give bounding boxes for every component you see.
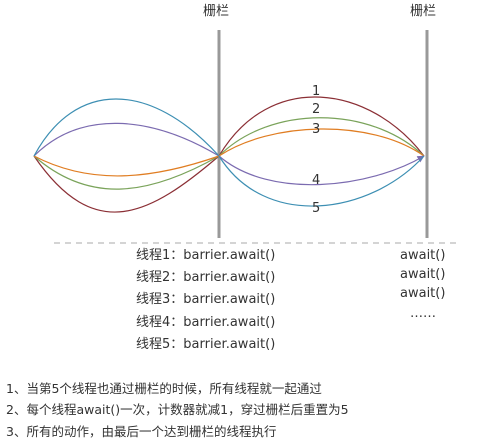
thread-number-1: 1 xyxy=(312,84,321,99)
thread-number-3: 3 xyxy=(312,122,321,137)
thread1-right-path xyxy=(218,96,425,157)
thread-number-4: 4 xyxy=(312,173,321,188)
right-await-1: await() xyxy=(400,248,446,263)
thread1-left-path xyxy=(33,155,220,213)
thread-call-3: 线程3：barrier.await() xyxy=(136,292,276,307)
thread-number-2: 2 xyxy=(312,102,321,117)
thread2-right-path xyxy=(218,117,425,157)
right-await-2: await() xyxy=(400,267,446,282)
thread-call-1: 线程1：barrier.await() xyxy=(136,248,276,263)
note-3: 3、所有的动作，由最后一个达到栅栏的线程执行 xyxy=(6,424,277,439)
note-1: 1、当第5个线程也通过栅栏的时候，所有线程就一起通过 xyxy=(6,381,322,396)
right-await-3: await() xyxy=(400,286,446,301)
thread5-right-path xyxy=(218,155,425,207)
thread4-left-path xyxy=(33,122,220,157)
thread3-left-path xyxy=(33,155,220,177)
thread3-right-path xyxy=(218,128,425,157)
right-barrier-label: 栅栏 xyxy=(410,4,437,19)
note-2: 2、每个线程await()一次，计数器就减1，穿过栅栏后重置为5 xyxy=(6,402,349,417)
thread2-left-path xyxy=(33,155,220,190)
left-barrier-label: 栅栏 xyxy=(203,4,230,19)
right-ellipsis: …… xyxy=(410,306,436,321)
thread-call-4: 线程4：barrier.await() xyxy=(136,315,276,330)
thread-call-5: 线程5：barrier.await() xyxy=(136,337,276,352)
thread-call-2: 线程2：barrier.await() xyxy=(136,270,276,285)
thread-number-5: 5 xyxy=(312,201,321,216)
thread4-right-path xyxy=(218,155,425,186)
thread5-left-path xyxy=(33,98,220,157)
